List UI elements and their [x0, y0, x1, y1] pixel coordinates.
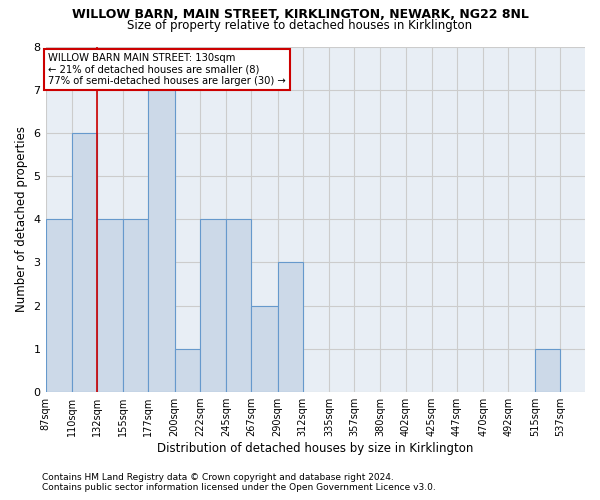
Bar	[226, 220, 251, 392]
Text: Contains HM Land Registry data © Crown copyright and database right 2024.
Contai: Contains HM Land Registry data © Crown c…	[42, 473, 436, 492]
Bar	[148, 90, 175, 392]
Bar	[97, 220, 123, 392]
Text: WILLOW BARN MAIN STREET: 130sqm
← 21% of detached houses are smaller (8)
77% of : WILLOW BARN MAIN STREET: 130sqm ← 21% of…	[48, 53, 286, 86]
X-axis label: Distribution of detached houses by size in Kirklington: Distribution of detached houses by size …	[157, 442, 473, 455]
Bar	[46, 220, 72, 392]
Bar	[175, 349, 200, 392]
Bar	[535, 349, 560, 392]
Bar	[200, 220, 226, 392]
Bar	[72, 133, 97, 392]
Text: WILLOW BARN, MAIN STREET, KIRKLINGTON, NEWARK, NG22 8NL: WILLOW BARN, MAIN STREET, KIRKLINGTON, N…	[71, 8, 529, 20]
Bar	[278, 262, 302, 392]
Text: Size of property relative to detached houses in Kirklington: Size of property relative to detached ho…	[127, 19, 473, 32]
Bar	[251, 306, 278, 392]
Y-axis label: Number of detached properties: Number of detached properties	[15, 126, 28, 312]
Bar	[123, 220, 148, 392]
